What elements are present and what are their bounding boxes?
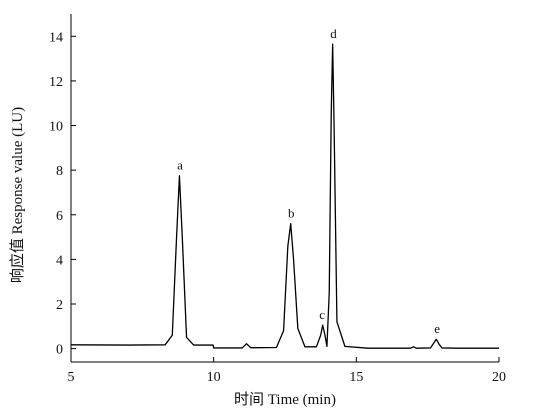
annotation-layer: a b c d e: [177, 26, 440, 336]
chromatogram-trace: [70, 43, 499, 349]
y-tick-label: 4: [56, 253, 63, 268]
y-tick-label: 8: [56, 164, 63, 179]
y-tick-label: 0: [56, 343, 63, 358]
y-tick-label: 10: [49, 120, 63, 135]
x-tick-label: 10: [207, 370, 221, 385]
y-tick-label: 2: [56, 298, 63, 313]
peak-label-a: a: [177, 158, 183, 173]
x-axis-label: 时间 Time (min): [234, 391, 336, 408]
peak-label-d: d: [330, 26, 337, 41]
x-tick-label: 5: [68, 370, 75, 385]
y-axis-label: 响应值 Response value (LU): [8, 107, 26, 283]
series-layer: [70, 43, 499, 349]
y-tick-label: 12: [49, 75, 63, 90]
x-tick-label: 20: [492, 370, 506, 385]
axes-layer: 5 10 15 20 0 2 4 6 8 10 12 14: [49, 14, 506, 385]
y-tick-label: 6: [56, 209, 63, 224]
peak-label-c: c: [319, 307, 325, 322]
x-tick-label: 15: [349, 370, 363, 385]
peak-label-b: b: [288, 206, 295, 221]
y-tick-label: 14: [49, 30, 63, 45]
peak-label-e: e: [434, 321, 440, 336]
